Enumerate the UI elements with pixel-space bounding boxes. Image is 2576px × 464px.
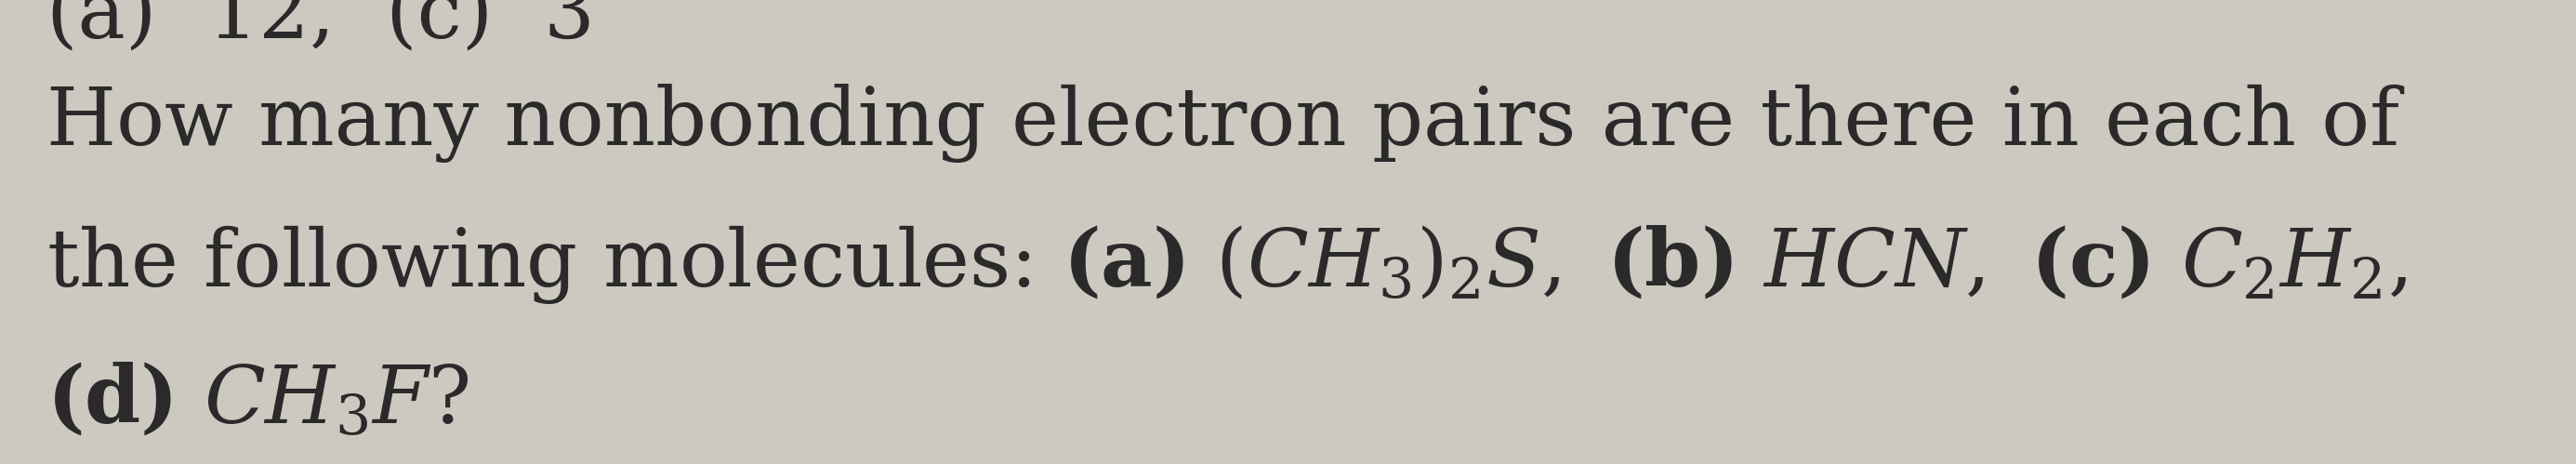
- Text: (a)  12,  (c)  3: (a) 12, (c) 3: [46, 0, 595, 54]
- Text: How many nonbonding electron pairs are there in each of: How many nonbonding electron pairs are t…: [46, 84, 2398, 162]
- Text: the following molecules: $\mathbf{(a)}$ $(CH_3)_2S,$ $\mathbf{(b)}$ $HCN,$ $\mat: the following molecules: $\mathbf{(a)}$ …: [46, 223, 2406, 305]
- Text: $\mathbf{(d)}$ $CH_3F?$: $\mathbf{(d)}$ $CH_3F?$: [46, 362, 469, 439]
